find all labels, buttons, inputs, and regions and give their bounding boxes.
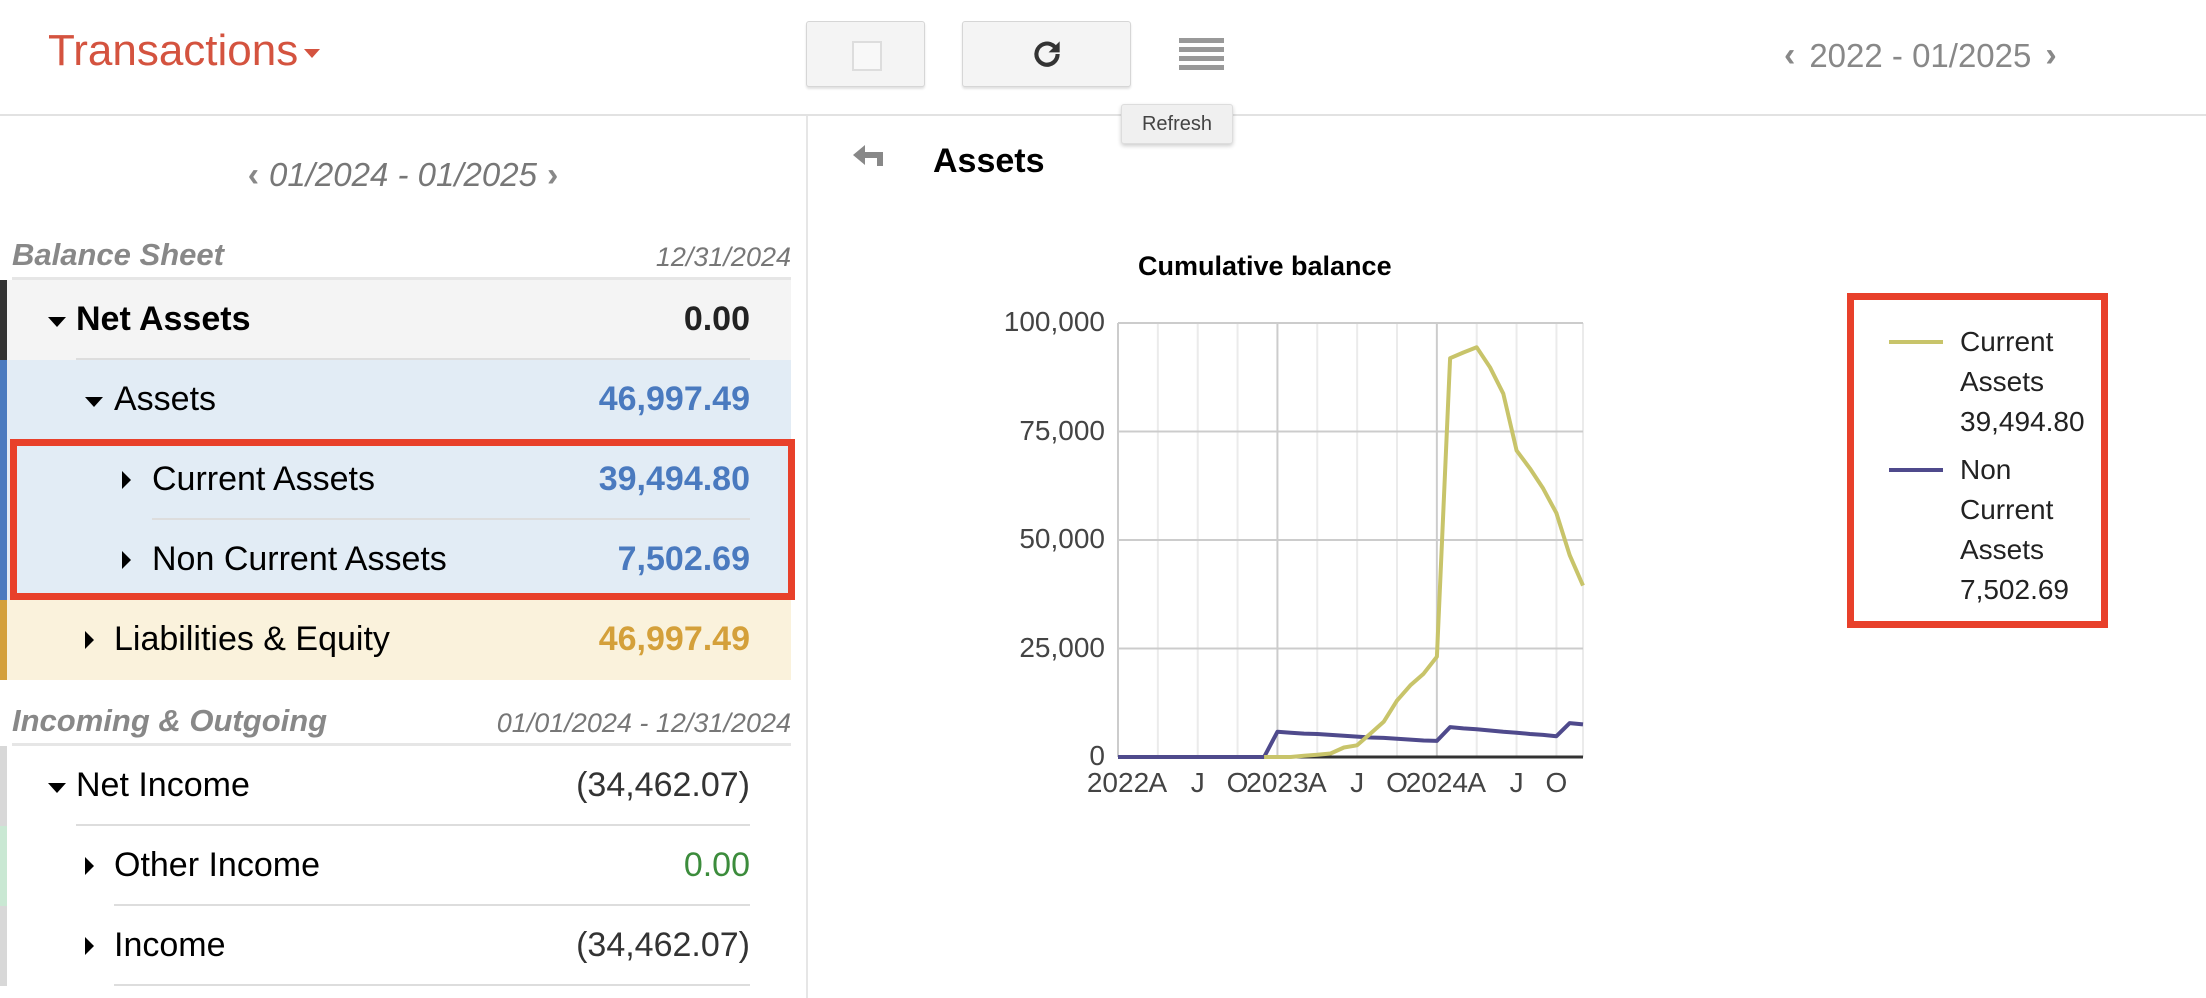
caret-right-icon[interactable] [122,551,131,569]
balance-sheet-header: Balance Sheet 12/31/2024 [12,237,791,280]
x-tick-label: O [1545,767,1568,798]
x-tick-label: 2022 [1086,767,1150,798]
y-tick-label: 100,000 [1003,306,1105,337]
row-other-income[interactable]: Other Income 0.00 [0,826,791,906]
series-line-non-current-assets [1118,721,1584,759]
refresh-icon [1034,41,1060,67]
caret-right-icon[interactable] [85,937,94,955]
income-header: Incoming & Outgoing 01/01/2024 - 12/31/2… [12,703,791,746]
select-toggle-button[interactable] [806,21,925,87]
highlight-box [10,439,795,600]
period-range: ‹ 01/2024 - 01/2025 › [0,156,806,195]
section-date: 12/31/2024 [655,242,791,272]
legend-label: Non Current Assets [1960,454,2054,565]
caret-down-icon[interactable] [85,397,103,407]
legend-value: 39,494.80 [1960,406,2085,437]
section-title: Incoming & Outgoing [12,703,328,738]
caret-down-icon [304,48,321,58]
x-tick-label: A [1307,767,1327,798]
row-value: 39,494.80 [598,460,750,498]
series-line-current-assets [1264,345,1585,759]
refresh-tooltip: Refresh [1121,104,1233,144]
row-label: Liabilities & Equity [114,620,390,658]
x-tick-label: A [1148,767,1168,798]
row-income[interactable]: Income (34,462.07) [0,906,791,986]
row-label: Other Income [114,846,320,884]
y-tick-label: 0 [1089,740,1105,771]
x-tick-label: 2023 [1246,767,1309,798]
x-tick-label: J [1190,767,1205,798]
chevron-left-icon[interactable]: ‹ [1784,36,1796,74]
panel-divider[interactable] [806,116,808,998]
row-label: Income [114,926,226,964]
chart-legend: Current Assets 39,494.80 Non Current Asse… [1847,293,2108,628]
chevron-left-icon[interactable]: ‹ [247,156,260,194]
y-tick-label: 75,000 [1019,414,1105,446]
row-liabilities-equity[interactable]: Liabilities & Equity 46,997.49 [0,600,791,680]
row-net-income[interactable]: Net Income (34,462.07) [0,746,791,826]
row-label: Current Assets [152,460,375,498]
row-value: 7,502.69 [617,540,750,578]
y-tick-label: 50,000 [1019,523,1105,554]
transactions-dropdown[interactable]: Transactions [48,26,321,76]
x-tick-label: O [1386,767,1408,798]
caret-right-icon[interactable] [122,471,131,489]
legend-value: 7,502.69 [1960,574,2069,605]
caret-right-icon[interactable] [85,631,94,649]
row-value: 46,997.49 [598,380,750,418]
row-label: Net Assets [76,300,251,338]
legend-swatch [1889,468,1943,472]
row-label: Net Income [76,766,250,804]
x-tick-label: A [1467,767,1487,798]
legend-swatch [1889,340,1943,344]
global-date-range: ‹ 2022 - 01/2025 › [1784,36,2057,75]
row-value: 0.00 [683,300,750,338]
row-value: 0.00 [683,846,750,884]
x-tick-label: O [1226,767,1249,798]
row-value: (34,462.07) [576,766,750,804]
caret-down-icon[interactable] [48,317,66,327]
row-assets[interactable]: Assets 46,997.49 [0,360,791,440]
menu-icon[interactable] [1179,38,1224,78]
x-tick-label: J [1509,767,1524,798]
x-tick-label: 2024 [1405,767,1468,798]
section-title: Balance Sheet [12,237,224,272]
refresh-button[interactable] [962,21,1131,87]
row-value: (34,462.07) [576,926,750,964]
row-label: Non Current Assets [152,540,447,578]
section-date: 01/01/2024 - 12/31/2024 [496,708,791,738]
y-tick-label: 25,000 [1019,631,1105,663]
row-non-current-assets[interactable]: Non Current Assets 7,502.69 [0,520,791,600]
x-tick-label: J [1350,767,1365,798]
chart-title: Cumulative balance [1138,251,1392,281]
chevron-right-icon[interactable]: › [546,156,559,194]
row-label: Assets [114,380,217,418]
panel-title: Assets [933,142,1045,180]
row-value: 46,997.49 [598,620,750,658]
caret-right-icon[interactable] [85,857,94,875]
back-arrow-icon[interactable] [851,140,891,170]
period-range-label: 01/2024 - 01/2025 [269,156,537,193]
global-range-label: 2022 - 01/2025 [1809,36,2032,74]
caret-down-icon[interactable] [48,783,66,793]
chevron-right-icon[interactable]: › [2045,36,2057,74]
row-net-assets[interactable]: Net Assets 0.00 [0,280,791,360]
legend-label: Current Assets [1960,326,2054,397]
checkbox-icon [852,41,882,71]
row-current-assets[interactable]: Current Assets 39,494.80 [0,440,791,520]
app-title-label: Transactions [48,26,299,75]
top-toolbar: Transactions ‹ 2022 - 01/2025 › [0,0,2206,116]
